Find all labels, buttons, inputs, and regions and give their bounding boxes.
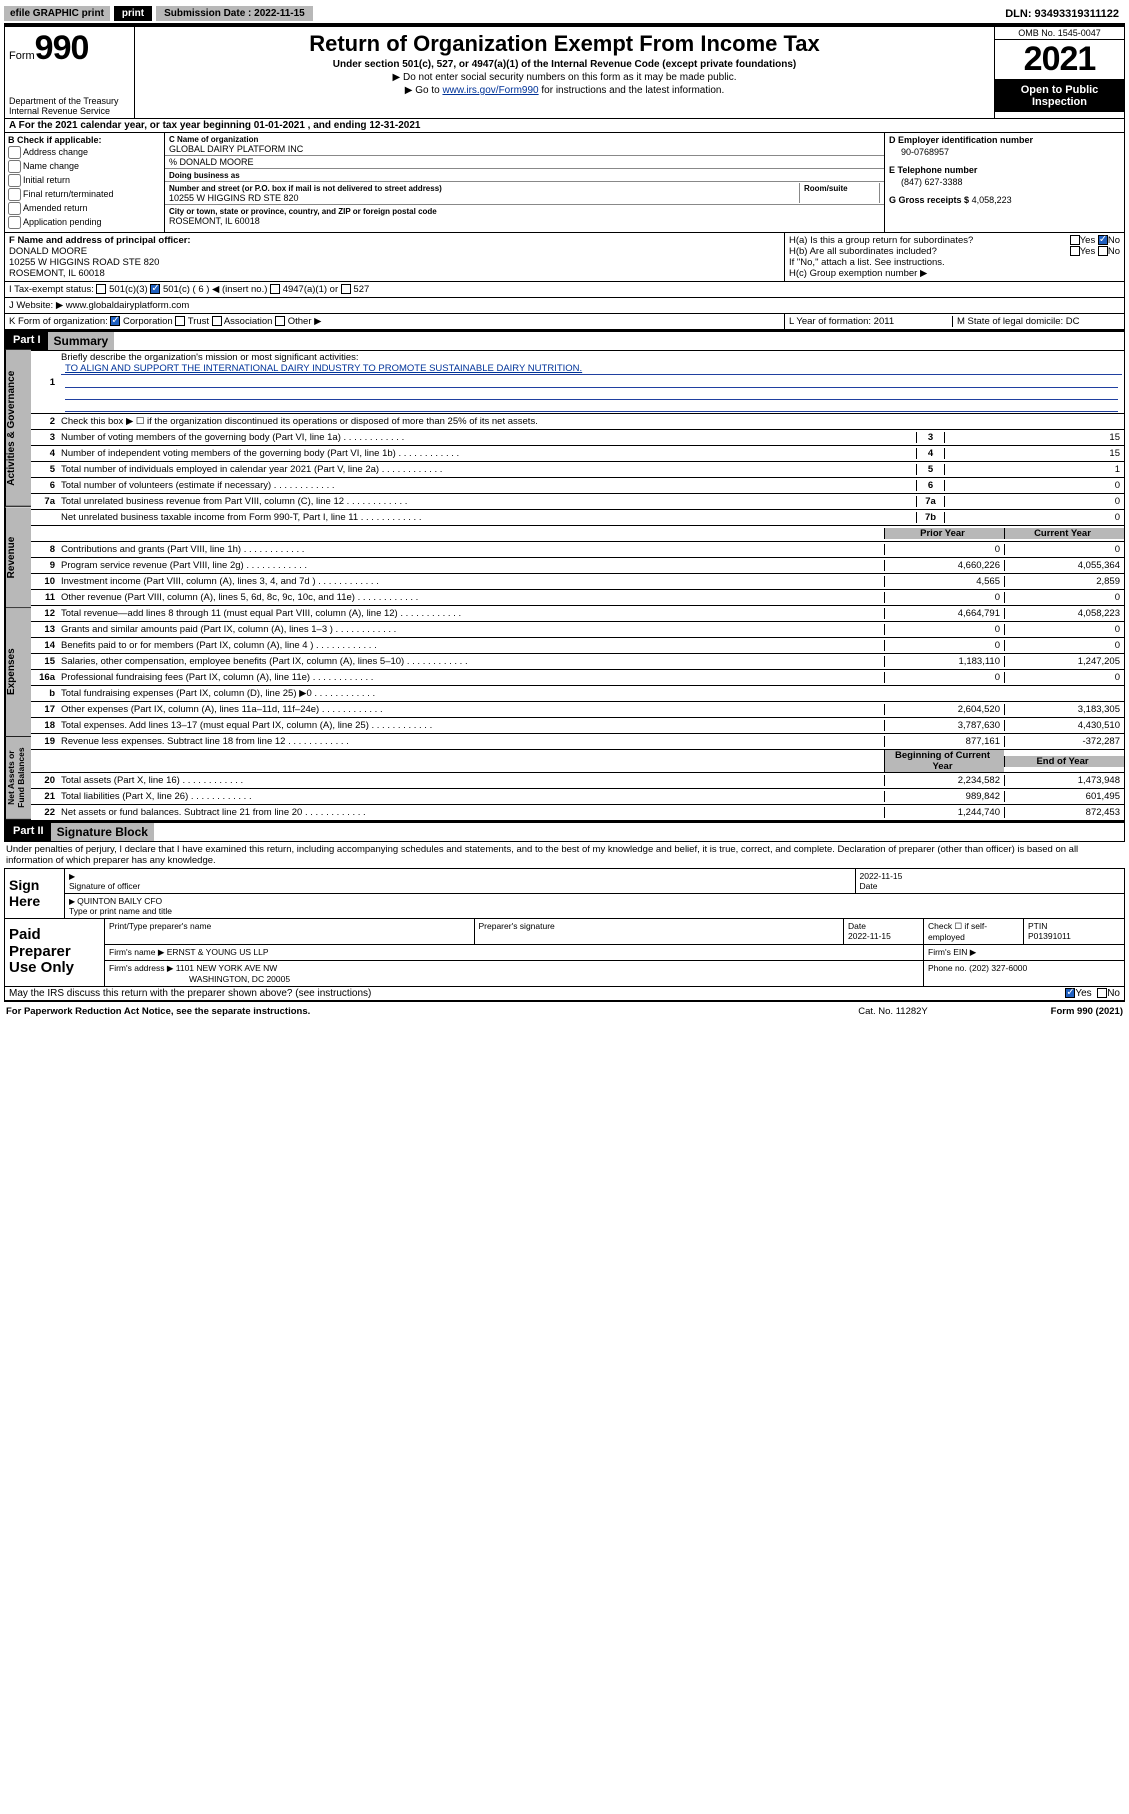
side-governance: Activities & Governance [5,350,31,507]
page-footer: For Paperwork Reduction Act Notice, see … [4,1001,1125,1017]
col-c-org: C Name of organizationGLOBAL DAIRY PLATF… [165,133,884,232]
part-2: Part II Signature Block [4,821,1125,842]
dln: DLN: 93493319311122 [1005,8,1125,20]
paid-preparer-label: Paid Preparer Use Only [5,919,105,986]
may-irs-discuss: May the IRS discuss this return with the… [4,987,1125,1001]
officer-addr1: 10255 W HIGGINS ROAD STE 820 [9,257,780,268]
org-name: GLOBAL DAIRY PLATFORM INC [169,144,303,154]
phone: (847) 627-3388 [901,177,1120,187]
firm-addr2: WASHINGTON, DC 20005 [189,974,290,984]
chk-name-change[interactable]: Name change [8,160,161,173]
ein: 90-0768957 [901,147,1120,157]
part2-title: Signature Block [51,823,154,841]
side-revenue: Revenue [5,507,31,608]
submission-date: Submission Date : 2022-11-15 [156,6,313,21]
goto-note: ▶ Go to www.irs.gov/Form990 for instruct… [139,85,990,96]
tax-year: 2021 [995,40,1124,80]
row-i: I Tax-exempt status: 501(c)(3) 501(c) ( … [4,282,1125,298]
side-expenses: Expenses [5,608,31,737]
paid-preparer-block: Paid Preparer Use Only Print/Type prepar… [4,919,1125,987]
form-subtitle: Under section 501(c), 527, or 4947(a)(1)… [139,59,990,70]
ssn-note: ▶ Do not enter social security numbers o… [139,72,990,83]
chk-initial-return[interactable]: Initial return [8,174,161,187]
gross-receipts: 4,058,223 [972,195,1012,205]
firm-phone: (202) 327-6000 [969,963,1027,973]
row-k: K Form of organization: Corporation Trus… [4,314,1125,330]
chk-final-return[interactable]: Final return/terminated [8,188,161,201]
print-button[interactable]: print [114,6,152,21]
chk-amended-return[interactable]: Amended return [8,202,161,215]
form-title: Return of Organization Exempt From Incom… [139,31,990,57]
irs-label: Internal Revenue Service [9,106,130,116]
row-f-h: F Name and address of principal officer:… [4,233,1125,282]
side-netassets: Net Assets or Fund Balances [5,737,31,820]
perjury-text: Under penalties of perjury, I declare th… [4,842,1125,868]
firm-name: ERNST & YOUNG US LLP [167,947,269,957]
year-formation: L Year of formation: 2011 [789,316,952,327]
firm-addr1: 1101 NEW YORK AVE NW [176,963,278,973]
officer-typed: QUINTON BAILY CFO [77,896,162,906]
chk-application-pending[interactable]: Application pending [8,216,161,229]
care-of: % DONALD MOORE [165,156,884,169]
col-b-checkboxes: B Check if applicable: Address change Na… [5,133,165,232]
block-bcd: B Check if applicable: Address change Na… [4,133,1125,233]
efile-label: efile GRAPHIC print [4,6,110,21]
state-domicile: M State of legal domicile: DC [952,316,1120,327]
irs-link[interactable]: www.irs.gov/Form990 [442,85,538,96]
ptin: P01391011 [1028,931,1071,941]
top-toolbar: efile GRAPHIC print print Submission Dat… [4,4,1125,25]
chk-address-change[interactable]: Address change [8,146,161,159]
sign-here-block: Sign Here Signature of officer 2022-11-1… [4,868,1125,919]
street: 10255 W HIGGINS RD STE 820 [169,193,299,203]
officer-addr2: ROSEMONT, IL 60018 [9,268,780,279]
part1-tag: Part I [5,332,49,350]
officer-name: DONALD MOORE [9,246,780,257]
form-header: Form990 Department of the Treasury Inter… [4,25,1125,119]
line-a: A For the 2021 calendar year, or tax yea… [4,119,1125,133]
part2-tag: Part II [5,823,52,841]
form-number: Form990 [9,29,130,68]
dept-label: Department of the Treasury [9,96,130,106]
part1-title: Summary [48,332,115,350]
open-inspection: Open to Public Inspection [995,80,1124,112]
website: www.globaldairyplatform.com [66,300,190,311]
omb-number: OMB No. 1545-0047 [995,27,1124,40]
col-d: D Employer identification number 90-0768… [884,133,1124,232]
row-j: J Website: ▶ www.globaldairyplatform.com [4,298,1125,314]
sign-here-label: Sign Here [5,869,65,918]
part-1: Part I Summary Activities & Governance R… [4,330,1125,821]
city: ROSEMONT, IL 60018 [169,216,260,226]
